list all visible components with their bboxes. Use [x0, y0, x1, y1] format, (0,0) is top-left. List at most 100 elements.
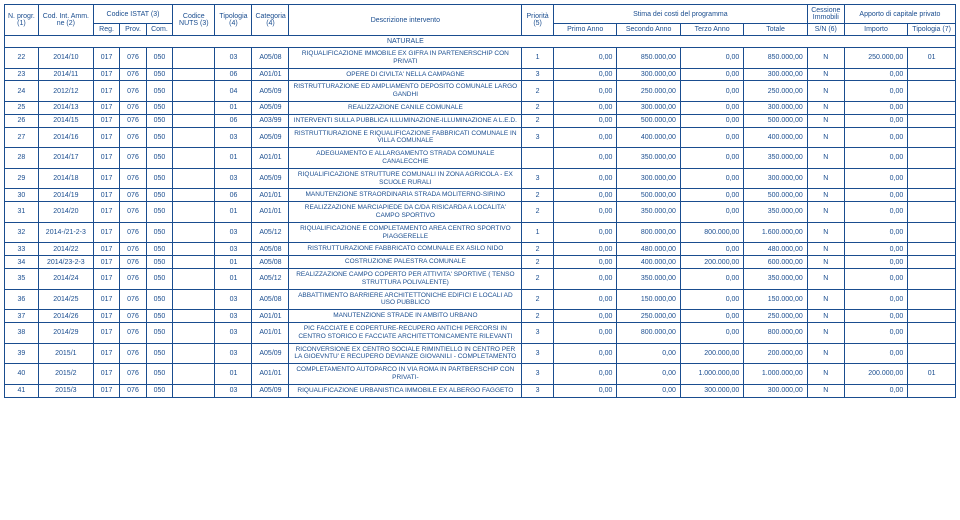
cell-prio: 2 [522, 289, 554, 310]
cell-nuts [173, 289, 215, 310]
cell-reg: 017 [93, 189, 119, 202]
cell-prio [522, 148, 554, 169]
cell-importo: 0,00 [844, 343, 907, 364]
cell-np: 35 [5, 268, 39, 289]
cell-prio: 2 [522, 256, 554, 269]
cell-tip: 03 [215, 289, 252, 310]
cell-np: 41 [5, 384, 39, 397]
cell-desc: RIQUALIFICAZIONE URBANISTICA IMMOBILE EX… [289, 384, 522, 397]
cell-primo: 0,00 [553, 48, 616, 69]
cell-reg: 017 [93, 343, 119, 364]
cell-primo: 0,00 [553, 189, 616, 202]
cell-reg: 017 [93, 243, 119, 256]
cell-tip7 [908, 268, 956, 289]
cell-secondo: 250.000,00 [617, 310, 680, 323]
cell-secondo: 0,00 [617, 384, 680, 397]
cell-importo: 200.000,00 [844, 364, 907, 385]
cell-primo: 0,00 [553, 289, 616, 310]
cell-tip: 06 [215, 189, 252, 202]
cell-tip: 03 [215, 48, 252, 69]
cell-nuts [173, 202, 215, 223]
cell-terzo: 0,00 [680, 202, 743, 223]
cell-primo: 0,00 [553, 114, 616, 127]
cell-desc: COSTRUZIONE PALESTRA COMUNALE [289, 256, 522, 269]
cell-totale: 500.000,00 [744, 114, 807, 127]
cell-cat: A05/09 [252, 168, 289, 189]
th-cod: Cod. Int. Amm. ne (2) [38, 5, 93, 36]
th-sn: S/N (6) [807, 24, 844, 36]
th-categoria: Categoria (4) [252, 5, 289, 36]
cell-desc: RISTRUTTURAZIONE ED AMPLIAMENTO DEPOSITO… [289, 81, 522, 102]
cell-tip: 01 [215, 148, 252, 169]
cell-cod: 2014/16 [38, 127, 93, 148]
th-com: Com. [146, 24, 172, 36]
cell-cat: A05/09 [252, 384, 289, 397]
cell-totale: 350.000,00 [744, 148, 807, 169]
th-nprogr: N. progr. (1) [5, 5, 39, 36]
cell-tip7 [908, 202, 956, 223]
table-row: 382014/2901707605003A01/01PIC FACCIATE E… [5, 322, 956, 343]
cell-np: 25 [5, 101, 39, 114]
cell-sn: N [807, 243, 844, 256]
cell-cod: 2014-/21-2-3 [38, 222, 93, 243]
th-importo: Importo [844, 24, 907, 36]
cell-cod: 2014/15 [38, 114, 93, 127]
cell-primo: 0,00 [553, 256, 616, 269]
cell-secondo: 300.000,00 [617, 68, 680, 81]
cell-secondo: 800.000,00 [617, 222, 680, 243]
cell-sn: N [807, 364, 844, 385]
cell-terzo: 1.000.000,00 [680, 364, 743, 385]
cell-cod: 2014/26 [38, 310, 93, 323]
table-row: 292014/1801707605003A05/09RIQUALIFICAZIO… [5, 168, 956, 189]
cell-cod: 2015/2 [38, 364, 93, 385]
cell-cod: 2014/22 [38, 243, 93, 256]
cell-cat: A01/01 [252, 148, 289, 169]
cell-cod: 2014/23-2-3 [38, 256, 93, 269]
cell-tip7 [908, 168, 956, 189]
cell-secondo: 150.000,00 [617, 289, 680, 310]
cell-sn: N [807, 101, 844, 114]
cell-tip: 01 [215, 268, 252, 289]
cell-prio: 3 [522, 127, 554, 148]
cell-tip: 03 [215, 243, 252, 256]
cell-primo: 0,00 [553, 310, 616, 323]
cell-totale: 1.600.000,00 [744, 222, 807, 243]
cell-primo: 0,00 [553, 81, 616, 102]
cell-sn: N [807, 127, 844, 148]
table-row: 252014/1301707605001A05/09REALIZZAZIONE … [5, 101, 956, 114]
cell-prio: 3 [522, 168, 554, 189]
cell-prov: 076 [120, 202, 146, 223]
cell-tip7: 01 [908, 48, 956, 69]
cell-cat: A01/01 [252, 189, 289, 202]
cell-np: 38 [5, 322, 39, 343]
cell-cod: 2014/29 [38, 322, 93, 343]
cell-reg: 017 [93, 222, 119, 243]
cell-prov: 076 [120, 127, 146, 148]
cell-totale: 1.000.000,00 [744, 364, 807, 385]
cell-desc: OPERE DI CIVILTA' NELLA CAMPAGNE [289, 68, 522, 81]
cell-prov: 076 [120, 101, 146, 114]
cell-cat: A05/08 [252, 256, 289, 269]
cell-secondo: 0,00 [617, 343, 680, 364]
cell-prov: 076 [120, 168, 146, 189]
cell-primo: 0,00 [553, 202, 616, 223]
cell-cat: A03/99 [252, 114, 289, 127]
cell-com: 050 [146, 189, 172, 202]
cell-prio: 3 [522, 322, 554, 343]
cell-prio: 1 [522, 222, 554, 243]
cell-desc: COMPLETAMENTO AUTOPARCO IN VIA ROMA IN P… [289, 364, 522, 385]
cell-terzo: 0,00 [680, 81, 743, 102]
table-row: 402015/201707605001A01/01COMPLETAMENTO A… [5, 364, 956, 385]
cell-sn: N [807, 168, 844, 189]
cell-secondo: 480.000,00 [617, 243, 680, 256]
cell-cat: A05/09 [252, 343, 289, 364]
cell-sn: N [807, 289, 844, 310]
cell-prio: 2 [522, 202, 554, 223]
cell-nuts [173, 256, 215, 269]
cell-desc: REALIZZAZIONE CAMPO COPERTO PER ATTIVITA… [289, 268, 522, 289]
cell-tip: 03 [215, 384, 252, 397]
cell-tip7 [908, 310, 956, 323]
cell-nuts [173, 168, 215, 189]
cell-nuts [173, 243, 215, 256]
cell-prov: 076 [120, 310, 146, 323]
